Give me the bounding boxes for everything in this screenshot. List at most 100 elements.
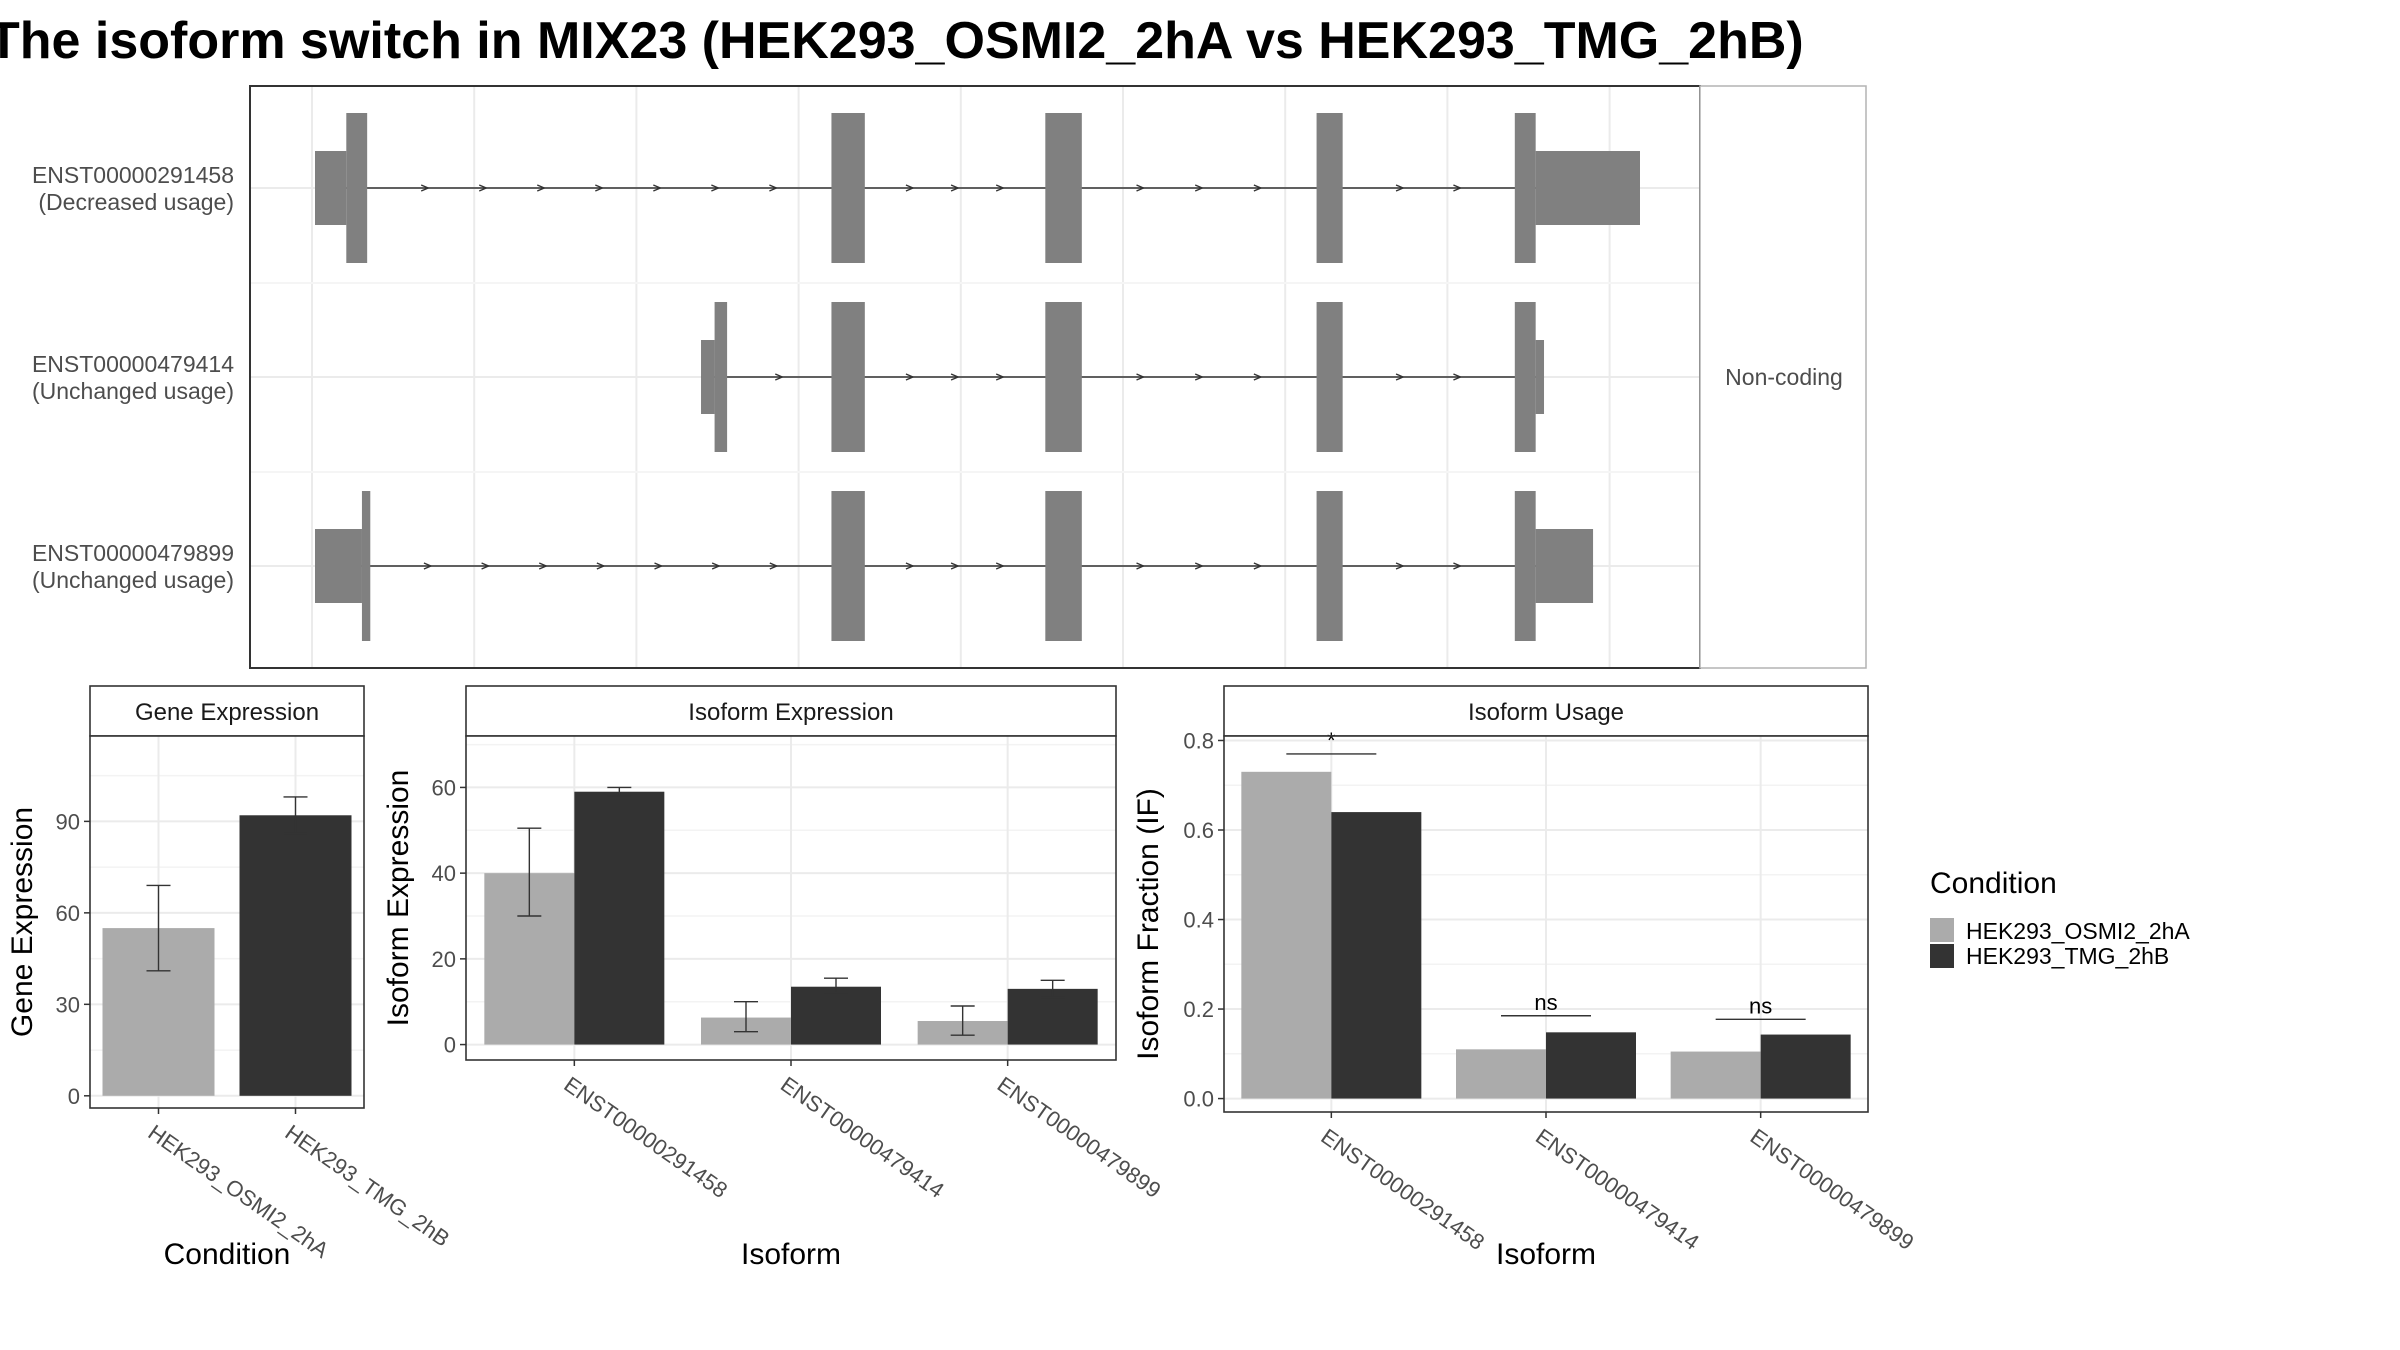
y-axis-title: Isoform Fraction (IF) xyxy=(1132,788,1165,1060)
bar xyxy=(791,986,881,1045)
intron-direction-arrow xyxy=(595,184,605,192)
exon-block xyxy=(831,113,865,263)
transcript-usage-label: (Decreased usage) xyxy=(38,189,234,215)
intron-direction-arrow xyxy=(478,184,489,192)
intron-direction-arrow xyxy=(905,184,915,192)
transcript-track xyxy=(315,491,1594,641)
significance-label: ns xyxy=(1534,990,1557,1015)
intron-direction-arrow xyxy=(995,373,1005,381)
intron-direction-arrow xyxy=(950,184,960,192)
intron-direction-arrow xyxy=(1453,373,1463,381)
x-tick-label: ENST00000479899 xyxy=(1746,1124,1919,1255)
bar xyxy=(1546,1032,1636,1099)
exon-block xyxy=(1535,529,1594,603)
y-tick-label: 0.0 xyxy=(1183,1087,1214,1112)
y-tick-label: 0.4 xyxy=(1183,908,1214,933)
intron-direction-arrow xyxy=(995,562,1005,570)
exon-block xyxy=(1535,151,1640,225)
transcript-structure-panel: Non-coding ENST00000291458(Decreased usag… xyxy=(32,85,1867,669)
transcript-track xyxy=(315,113,1640,263)
intron-direction-arrow xyxy=(654,562,664,570)
y-tick-label: 0.2 xyxy=(1183,997,1214,1022)
intron-direction-arrow xyxy=(1253,562,1263,570)
y-tick-label: 60 xyxy=(56,901,80,926)
intron-direction-arrow xyxy=(1395,184,1405,192)
x-tick-label: ENST00000479414 xyxy=(1531,1124,1704,1255)
y-tick-label: 30 xyxy=(56,992,80,1017)
exon-block xyxy=(1316,491,1343,641)
exon-block xyxy=(315,151,347,225)
panel-strip-title: Isoform Usage xyxy=(1468,699,1624,726)
bar xyxy=(1241,771,1332,1099)
intron-direction-arrow xyxy=(711,184,721,192)
significance-label: ns xyxy=(1749,993,1772,1018)
panel-strip xyxy=(89,685,365,737)
exon-block xyxy=(1045,302,1082,452)
intron-direction-arrow xyxy=(1136,562,1146,570)
legend-label-osmi2: HEK293_OSMI2_2hA xyxy=(1966,918,2190,944)
intron-direction-arrow xyxy=(1453,562,1463,570)
exon-block xyxy=(1045,113,1082,263)
intron-direction-arrow xyxy=(1453,184,1463,192)
gene-expression-panel: Gene Expression0306090HEK293_OSMI2_2hAHE… xyxy=(6,685,454,1271)
intron-direction-arrow xyxy=(905,373,915,381)
x-tick-label: ENST00000291458 xyxy=(1316,1124,1489,1255)
intron-direction-arrow xyxy=(1395,373,1405,381)
x-tick-label: ENST00000479899 xyxy=(993,1072,1166,1203)
panel-border xyxy=(1223,735,1869,1113)
isoform-expression-panel: Isoform Expression 0 20 40 60 ENST00000291458… xyxy=(382,685,1166,1271)
intron-direction-arrow xyxy=(995,184,1005,192)
exon-block xyxy=(1535,340,1545,414)
intron-direction-arrow xyxy=(774,373,785,381)
intron-direction-arrow xyxy=(1194,562,1204,570)
panel-border xyxy=(465,735,1117,1061)
intron-direction-arrow xyxy=(905,562,915,570)
y-tick-label: 90 xyxy=(56,809,80,834)
intron-direction-arrow xyxy=(1253,184,1263,192)
bar xyxy=(1331,812,1422,1099)
facet-label-noncoding: Non-coding xyxy=(1725,364,1843,390)
y-axis-title: Gene Expression xyxy=(6,807,39,1037)
legend-swatch-tmg xyxy=(1930,944,1954,968)
intron-direction-arrow xyxy=(536,184,547,192)
intron-direction-arrow xyxy=(420,184,430,192)
y-axis-title: Isoform Expression xyxy=(382,770,415,1027)
intron-direction-arrow xyxy=(596,562,606,570)
intron-direction-arrow xyxy=(950,373,960,381)
exon-block xyxy=(315,529,362,603)
x-axis-title: Isoform xyxy=(741,1238,841,1271)
bar xyxy=(1670,1051,1761,1099)
exon-block xyxy=(361,491,371,641)
transcript-id-label: ENST00000291458 xyxy=(32,162,234,188)
significance-label: * xyxy=(1327,728,1336,753)
transcript-usage-label: (Unchanged usage) xyxy=(32,567,234,593)
transcript-id-label: ENST00000479899 xyxy=(32,540,234,566)
legend-swatch-osmi2 xyxy=(1930,918,1954,942)
intron-direction-arrow xyxy=(538,562,549,570)
panel-border xyxy=(89,735,365,1109)
transcript-track xyxy=(701,302,1545,452)
panel-strip-title: Gene Expression xyxy=(135,699,319,726)
panel-strip xyxy=(465,685,1117,737)
legend-title: Condition xyxy=(1930,867,2057,900)
condition-legend: Condition HEK293_OSMI2_2hA HEK293_TMG_2h… xyxy=(1930,867,2190,969)
exon-block xyxy=(831,491,865,641)
intron-direction-arrow xyxy=(711,562,721,570)
isoform-usage-panel: Isoform Usage 0.0 0.2 0.4 0.6 0.8 ENST00000291… xyxy=(1132,685,1919,1271)
y-tick-label: 40 xyxy=(432,861,456,886)
bar xyxy=(239,815,352,1096)
y-tick-label: 20 xyxy=(432,947,456,972)
intron-direction-arrow xyxy=(950,562,960,570)
panel-strip xyxy=(1223,685,1869,737)
y-tick-label: 0 xyxy=(444,1033,456,1058)
exon-block xyxy=(1514,491,1536,641)
legend-label-tmg: HEK293_TMG_2hB xyxy=(1966,943,2169,969)
intron-direction-arrow xyxy=(1136,184,1146,192)
bar xyxy=(1456,1049,1546,1099)
y-tick-label: 0.6 xyxy=(1183,818,1214,843)
panel-strip-title: Isoform Expression xyxy=(688,699,893,726)
exon-block xyxy=(1316,302,1343,452)
bar xyxy=(574,791,665,1045)
intron-direction-arrow xyxy=(769,562,779,570)
